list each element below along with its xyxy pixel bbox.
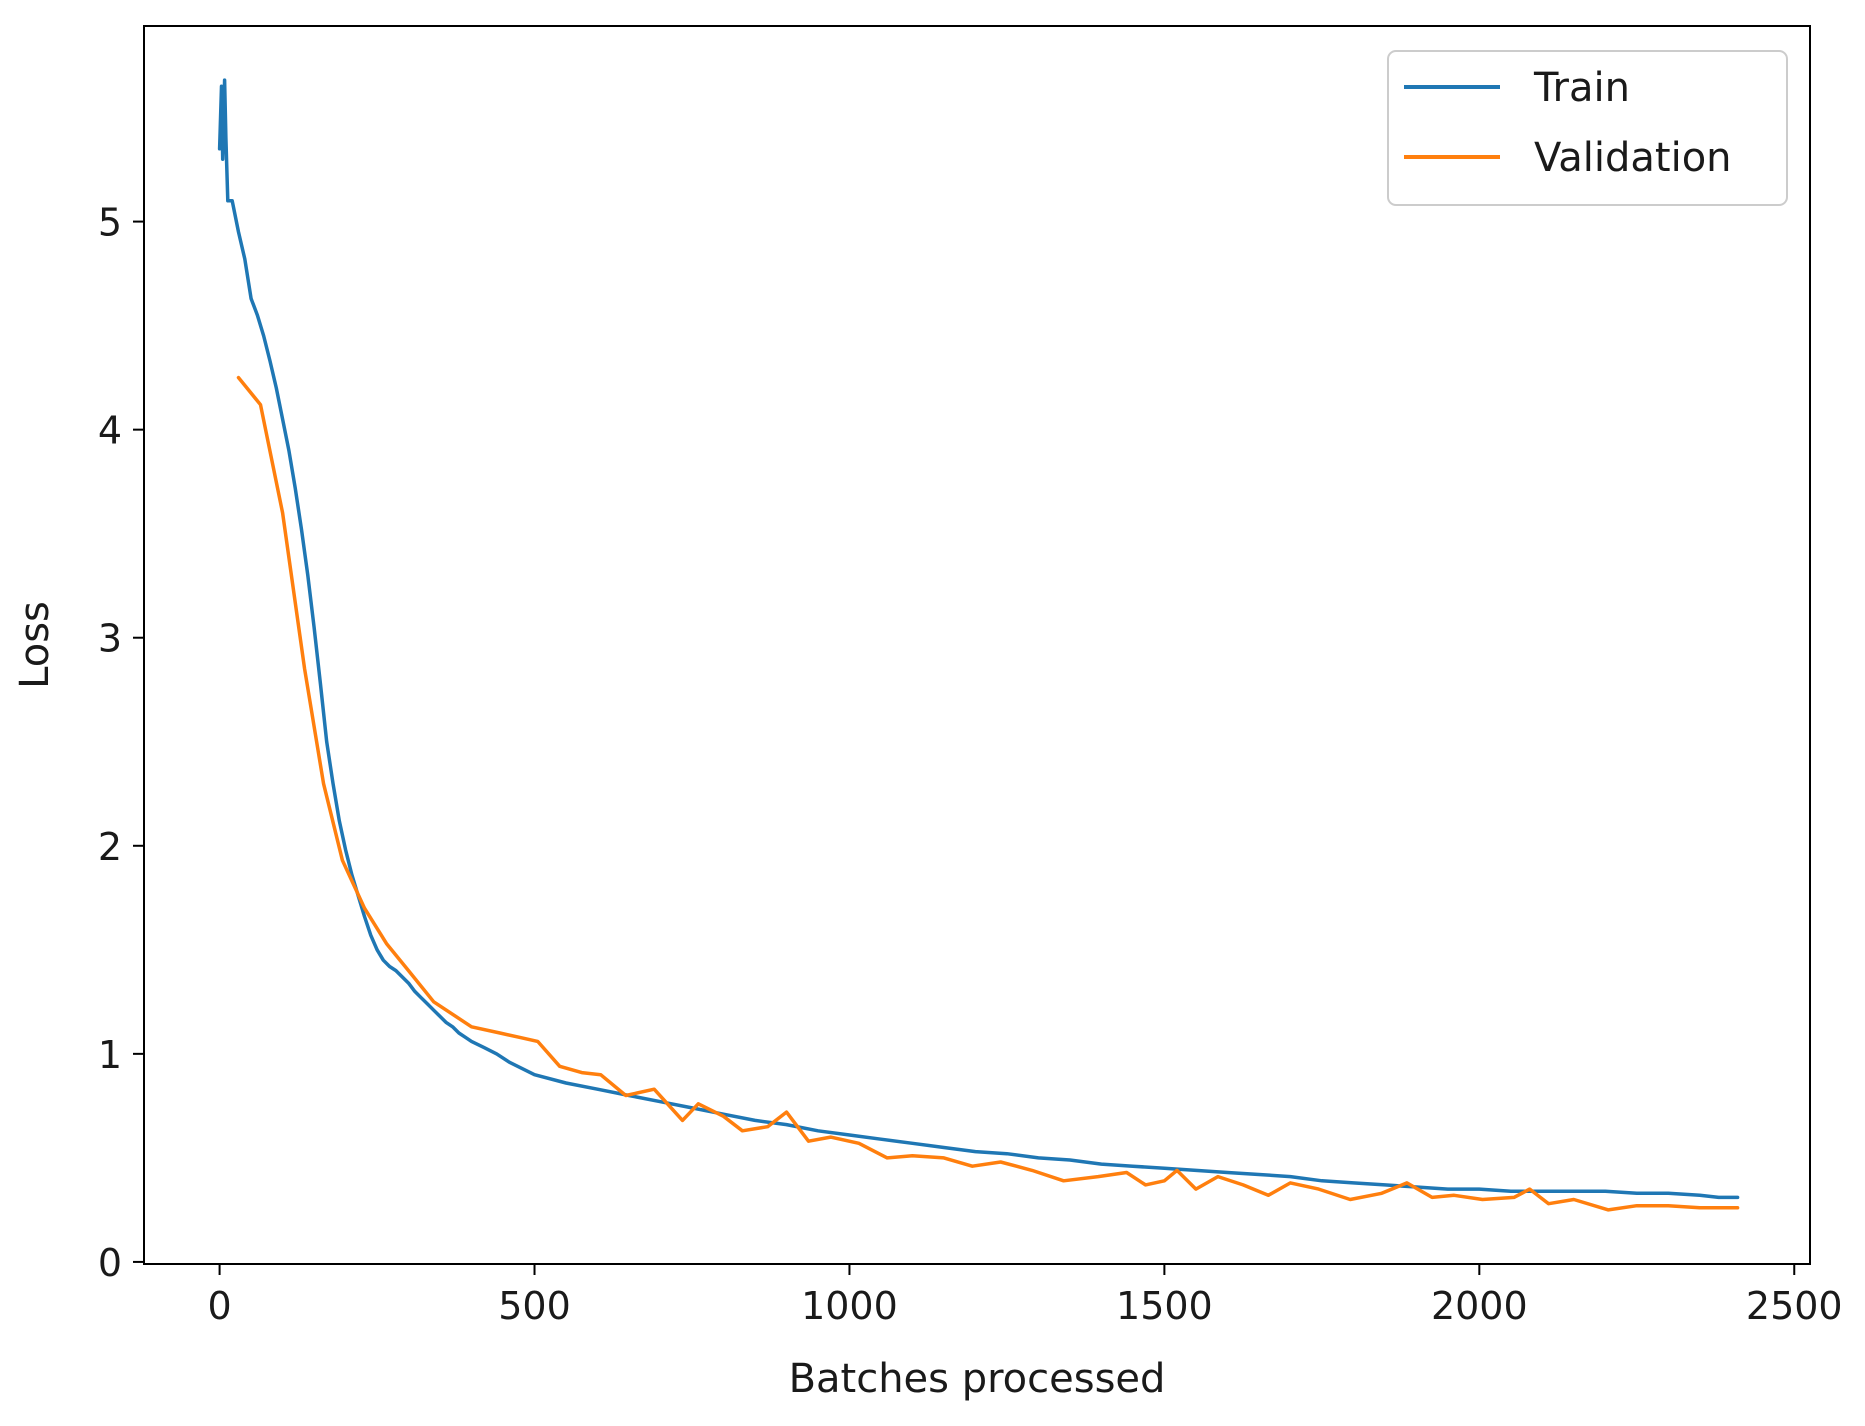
x-tick-label: 2000 xyxy=(1431,1284,1528,1328)
y-tick-label: 0 xyxy=(98,1241,122,1285)
y-tick-label: 3 xyxy=(98,617,122,661)
y-tick-label: 2 xyxy=(98,825,122,869)
legend-label-train: Train xyxy=(1533,65,1630,111)
plot-area xyxy=(143,25,1811,1265)
lines-layer xyxy=(217,78,1740,1212)
x-tick-label: 500 xyxy=(498,1284,571,1328)
series-line-validation xyxy=(236,375,1740,1212)
legend-label-validation: Validation xyxy=(1534,135,1732,181)
y-axis-ticks: 0 1 2 3 4 5 xyxy=(98,201,144,1285)
x-tick-label: 2500 xyxy=(1746,1284,1843,1328)
y-tick-label: 4 xyxy=(98,409,122,453)
x-tick-label: 1000 xyxy=(801,1284,898,1328)
x-axis-ticks: 0 500 1000 1500 2000 2500 xyxy=(207,1264,1843,1328)
series-line-train xyxy=(217,78,1740,1200)
plot-frame xyxy=(143,25,1811,1265)
legend: Train Validation xyxy=(1387,50,1788,206)
legend-box xyxy=(1387,50,1788,206)
x-axis-label: Batches processed xyxy=(789,1356,1166,1402)
x-tick-label: 0 xyxy=(207,1284,231,1328)
y-axis-label: Loss xyxy=(12,601,58,689)
x-tick-label: 1500 xyxy=(1116,1284,1213,1328)
y-tick-label: 5 xyxy=(98,201,122,245)
y-tick-label: 1 xyxy=(98,1033,122,1077)
